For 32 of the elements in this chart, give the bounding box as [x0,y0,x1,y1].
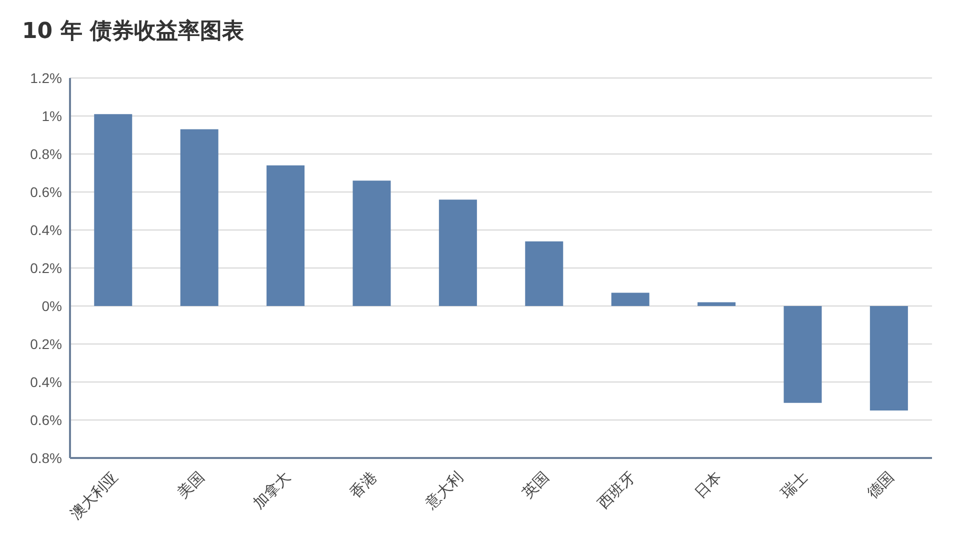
x-tick-label: 西班牙 [594,468,639,512]
bar [438,200,477,306]
bar [611,292,650,306]
x-tick-label: 日本 [691,468,725,502]
y-tick-label: 0.8% [30,450,62,466]
x-tick-label: 意大利 [421,468,466,514]
y-tick-label: 0.2% [30,336,62,352]
x-tick-label: 澳大利亚 [66,468,122,523]
y-tick-label: 0.6% [30,412,62,428]
chart-title: 10 年 债券收益率图表 [21,18,245,46]
y-tick-label: 1% [42,108,62,124]
x-tick-label: 美国 [174,468,208,502]
x-tick-label: 香港 [346,468,380,502]
y-tick-label: 0.8% [30,146,62,162]
bar [698,302,736,306]
x-tick-label: 瑞士 [777,468,812,502]
x-tick-label: 加拿大 [249,468,294,512]
bar [525,241,564,306]
y-tick-label: 0.6% [30,184,62,200]
y-tick-label: 0.2% [30,260,62,276]
bar [266,165,305,306]
y-tick-label: 1.2% [30,70,62,86]
y-tick-label: 0.4% [30,374,62,390]
x-tick-label: 德国 [863,468,898,502]
bar [94,114,132,306]
bar [352,180,391,306]
bar [784,306,822,403]
x-tick-label: 英国 [518,468,553,502]
bar [180,129,218,306]
y-tick-label: 0.4% [30,222,62,238]
y-tick-label: 0% [42,298,62,314]
bar [870,306,908,410]
